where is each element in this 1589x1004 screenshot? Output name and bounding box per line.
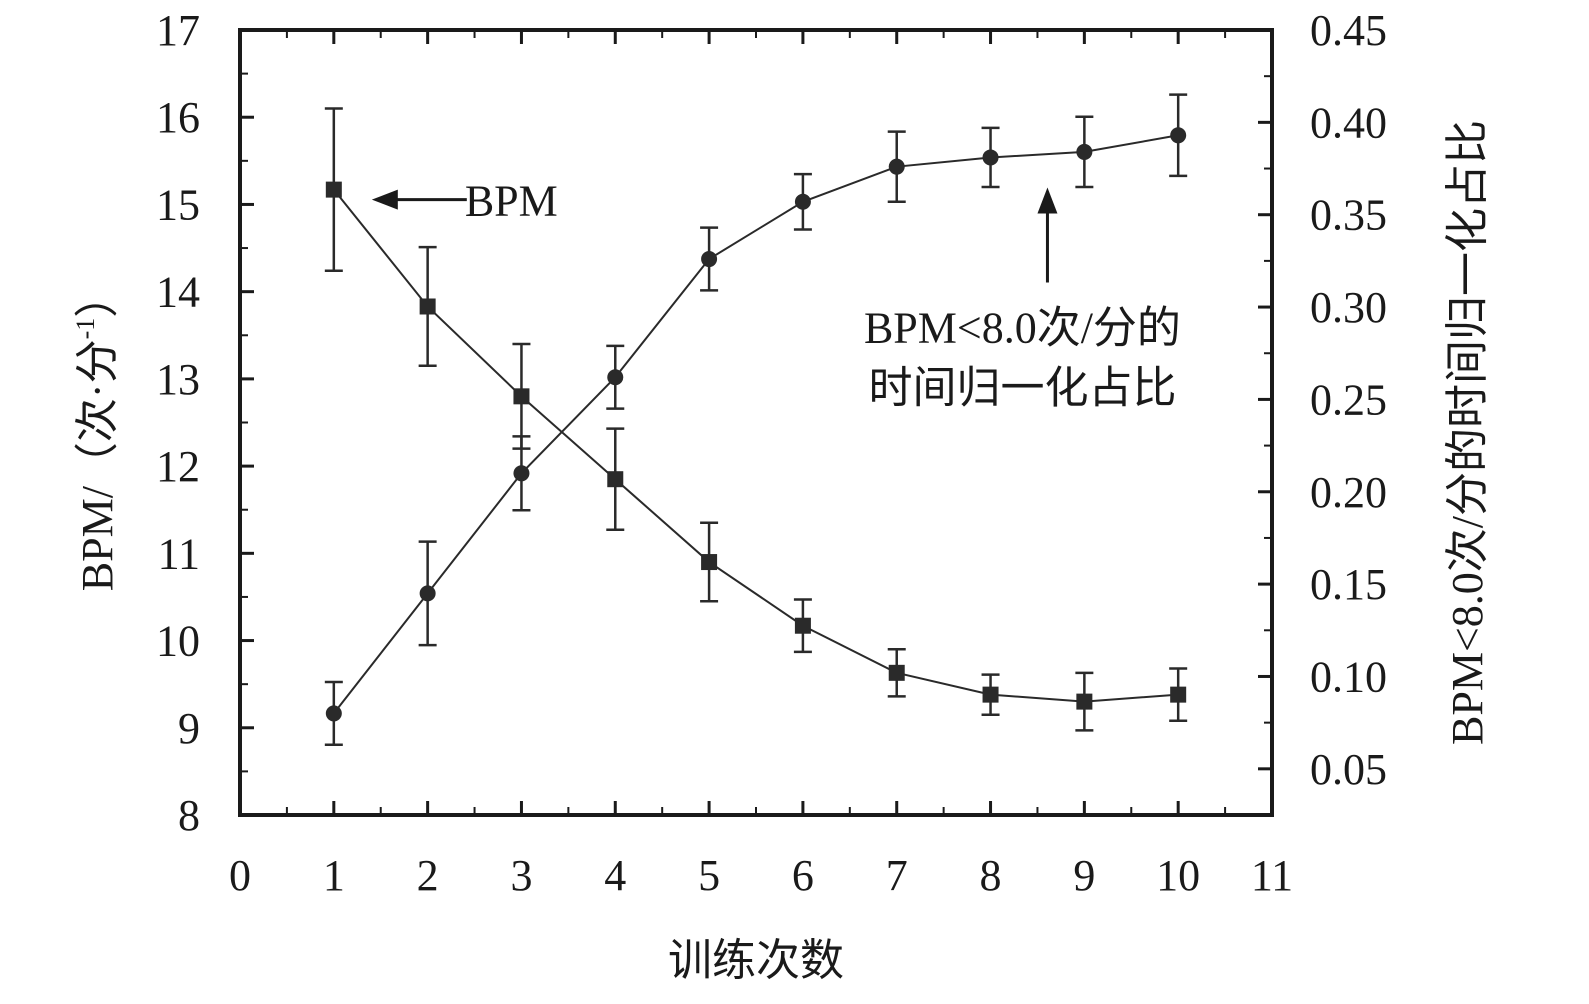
y-left-tick-label: 10 <box>156 617 200 666</box>
y-left-tick-label: 11 <box>158 529 200 578</box>
bpm-annotation-label: BPM <box>465 177 558 226</box>
square-marker <box>513 388 530 405</box>
series-0-line <box>333 188 1179 703</box>
y-right-tick-label: 0.10 <box>1310 652 1387 701</box>
x-tick-label: 11 <box>1251 851 1293 900</box>
x-tick-label: 5 <box>698 851 720 900</box>
y-left-tick-label: 14 <box>156 268 200 317</box>
y-axis-left-title-superscript: -1 <box>71 318 100 340</box>
series-lines <box>333 134 1179 715</box>
y-left-tick-label: 8 <box>178 791 200 840</box>
y-left-tick-label: 17 <box>156 6 200 55</box>
square-marker <box>888 664 905 681</box>
axis-ticks <box>238 28 1274 817</box>
y-axis-right-title: BPM<8.0次/分的时间归一化占比 <box>1443 120 1492 745</box>
circle-marker <box>513 465 530 482</box>
x-tick-label: 6 <box>792 851 814 900</box>
y-axis-left-title-main: BPM/（次·分 <box>73 339 122 591</box>
x-tick-label: 7 <box>886 851 908 900</box>
x-axis-title: 训练次数 <box>668 936 844 985</box>
y-right-tick-label: 0.25 <box>1310 375 1387 424</box>
circle-marker <box>1076 143 1093 160</box>
x-tick-label: 4 <box>604 851 626 900</box>
circle-marker <box>888 158 905 175</box>
ratio-annotation-label-line-2: 时间归一化占比 <box>868 363 1176 412</box>
tick-labels: 0 1 2 3 4 5 6 7 8 9 10 118910111213141516170.050.10… <box>156 6 1387 900</box>
x-tick-label: 0 <box>229 851 251 900</box>
x-tick-label: 8 <box>980 851 1002 900</box>
y-right-tick-label: 0.15 <box>1310 560 1387 609</box>
annotations: BPM BPM<8.0次/分的 时间归一化占比 <box>371 177 1181 412</box>
y-axis-left-title: BPM/（次·分-1） <box>71 274 122 592</box>
square-marker <box>1076 693 1093 710</box>
y-left-tick-label: 9 <box>178 704 200 753</box>
x-tick-label: 3 <box>510 851 532 900</box>
ratio-annotation-arrowhead <box>1037 187 1058 214</box>
x-tick-label: 2 <box>417 851 439 900</box>
ratio-annotation-label-line-1: BPM<8.0次/分的 <box>864 303 1181 352</box>
y-right-tick-label: 0.20 <box>1310 468 1387 517</box>
square-marker <box>1170 686 1187 703</box>
circle-marker <box>419 585 436 602</box>
x-tick-label: 10 <box>1156 851 1200 900</box>
y-right-tick-label: 0.40 <box>1310 98 1387 147</box>
x-tick-label: 9 <box>1073 851 1095 900</box>
circle-marker <box>325 705 342 722</box>
square-marker <box>325 181 342 198</box>
error-bars <box>324 93 1188 747</box>
y-right-tick-label: 0.30 <box>1310 283 1387 332</box>
circle-marker <box>607 369 624 386</box>
series-1-line <box>333 134 1179 715</box>
circle-marker <box>794 193 811 210</box>
y-axis-left-title-close: ） <box>73 274 122 318</box>
y-left-tick-label: 13 <box>156 355 200 404</box>
square-marker <box>701 554 718 571</box>
square-marker <box>982 686 999 703</box>
y-left-tick-label: 16 <box>156 93 200 142</box>
square-marker <box>419 298 436 315</box>
circle-marker <box>1170 127 1187 144</box>
y-left-tick-label: 15 <box>156 180 200 229</box>
bpm-annotation-arrowhead <box>371 189 398 210</box>
y-right-tick-label: 0.05 <box>1310 745 1387 794</box>
y-right-tick-label: 0.45 <box>1310 6 1387 55</box>
y-left-tick-label: 12 <box>156 442 200 491</box>
plot-frame <box>238 28 1274 817</box>
x-tick-label: 1 <box>323 851 345 900</box>
y-right-tick-label: 0.35 <box>1310 191 1387 240</box>
square-marker <box>607 471 624 488</box>
square-marker <box>794 617 811 634</box>
data-markers <box>325 127 1187 722</box>
circle-marker <box>701 251 718 268</box>
circle-marker <box>982 149 999 166</box>
